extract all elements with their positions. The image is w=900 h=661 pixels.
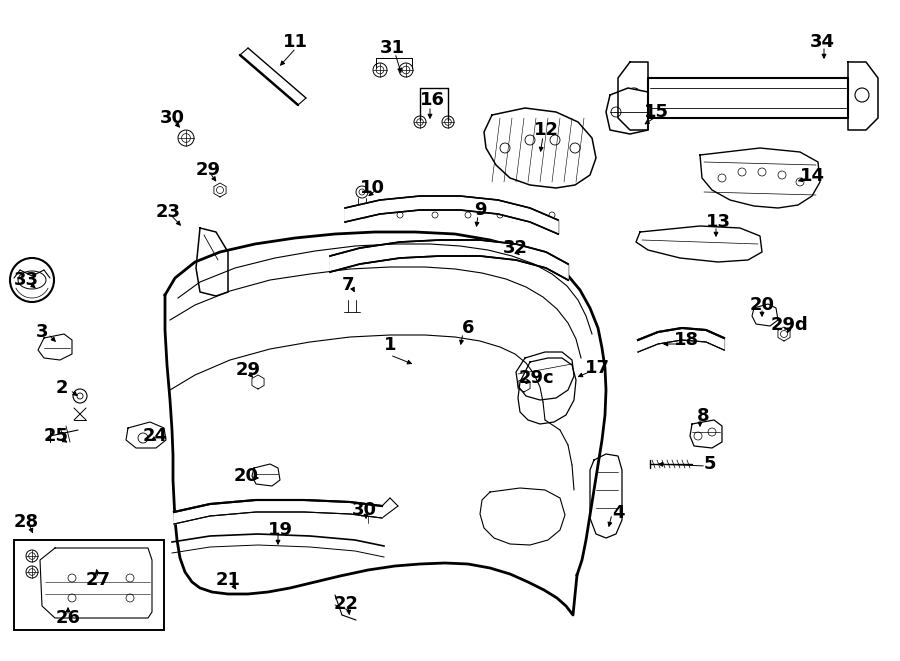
- Text: 25: 25: [43, 427, 68, 445]
- Text: 14: 14: [799, 167, 824, 185]
- Polygon shape: [484, 108, 596, 188]
- Text: 13: 13: [706, 213, 731, 231]
- Bar: [14, 540, 164, 630]
- Text: 22: 22: [334, 595, 358, 613]
- Polygon shape: [345, 196, 558, 234]
- Text: 12: 12: [534, 121, 559, 139]
- Polygon shape: [618, 62, 648, 130]
- Text: 34: 34: [809, 33, 834, 51]
- Polygon shape: [252, 464, 280, 486]
- Text: 5: 5: [704, 455, 716, 473]
- Text: 21: 21: [215, 571, 240, 589]
- Polygon shape: [330, 240, 568, 280]
- Text: 30: 30: [159, 109, 184, 127]
- Polygon shape: [174, 500, 382, 524]
- Text: 20: 20: [750, 296, 775, 314]
- Text: 27: 27: [86, 571, 111, 589]
- Text: 9: 9: [473, 201, 486, 219]
- Polygon shape: [518, 358, 576, 424]
- Polygon shape: [752, 304, 778, 326]
- Polygon shape: [126, 422, 166, 448]
- Text: 11: 11: [283, 33, 308, 51]
- Text: 16: 16: [419, 91, 445, 109]
- Text: 33: 33: [14, 271, 39, 289]
- Polygon shape: [638, 328, 724, 352]
- Text: 30: 30: [352, 501, 376, 519]
- Polygon shape: [196, 228, 228, 296]
- Polygon shape: [636, 226, 762, 262]
- Text: 19: 19: [267, 521, 293, 539]
- Text: 31: 31: [380, 39, 404, 57]
- Polygon shape: [38, 334, 72, 360]
- Text: 20: 20: [233, 467, 258, 485]
- Text: 3: 3: [36, 323, 49, 341]
- Text: 29d: 29d: [771, 316, 809, 334]
- Text: 29: 29: [195, 161, 220, 179]
- Text: 26: 26: [56, 609, 80, 627]
- Polygon shape: [590, 454, 622, 538]
- Polygon shape: [40, 548, 152, 618]
- Polygon shape: [165, 232, 606, 615]
- Text: 29c: 29c: [518, 369, 554, 387]
- Text: 15: 15: [644, 103, 669, 121]
- Text: 6: 6: [462, 319, 474, 337]
- Polygon shape: [606, 88, 648, 134]
- Text: 1: 1: [383, 336, 396, 354]
- Text: 4: 4: [612, 504, 625, 522]
- Polygon shape: [480, 488, 565, 545]
- Text: 23: 23: [156, 203, 181, 221]
- Text: 29: 29: [236, 361, 260, 379]
- Text: 10: 10: [359, 179, 384, 197]
- Text: 17: 17: [584, 359, 609, 377]
- Polygon shape: [516, 352, 574, 400]
- Text: 2: 2: [56, 379, 68, 397]
- Text: 24: 24: [142, 427, 167, 445]
- Bar: [446, 472, 478, 494]
- Text: 32: 32: [502, 239, 527, 257]
- Text: 8: 8: [697, 407, 709, 425]
- Polygon shape: [690, 420, 722, 448]
- Polygon shape: [848, 62, 878, 130]
- Text: 7: 7: [342, 276, 355, 294]
- Polygon shape: [700, 148, 820, 208]
- Text: 28: 28: [14, 513, 39, 531]
- Text: 18: 18: [673, 331, 698, 349]
